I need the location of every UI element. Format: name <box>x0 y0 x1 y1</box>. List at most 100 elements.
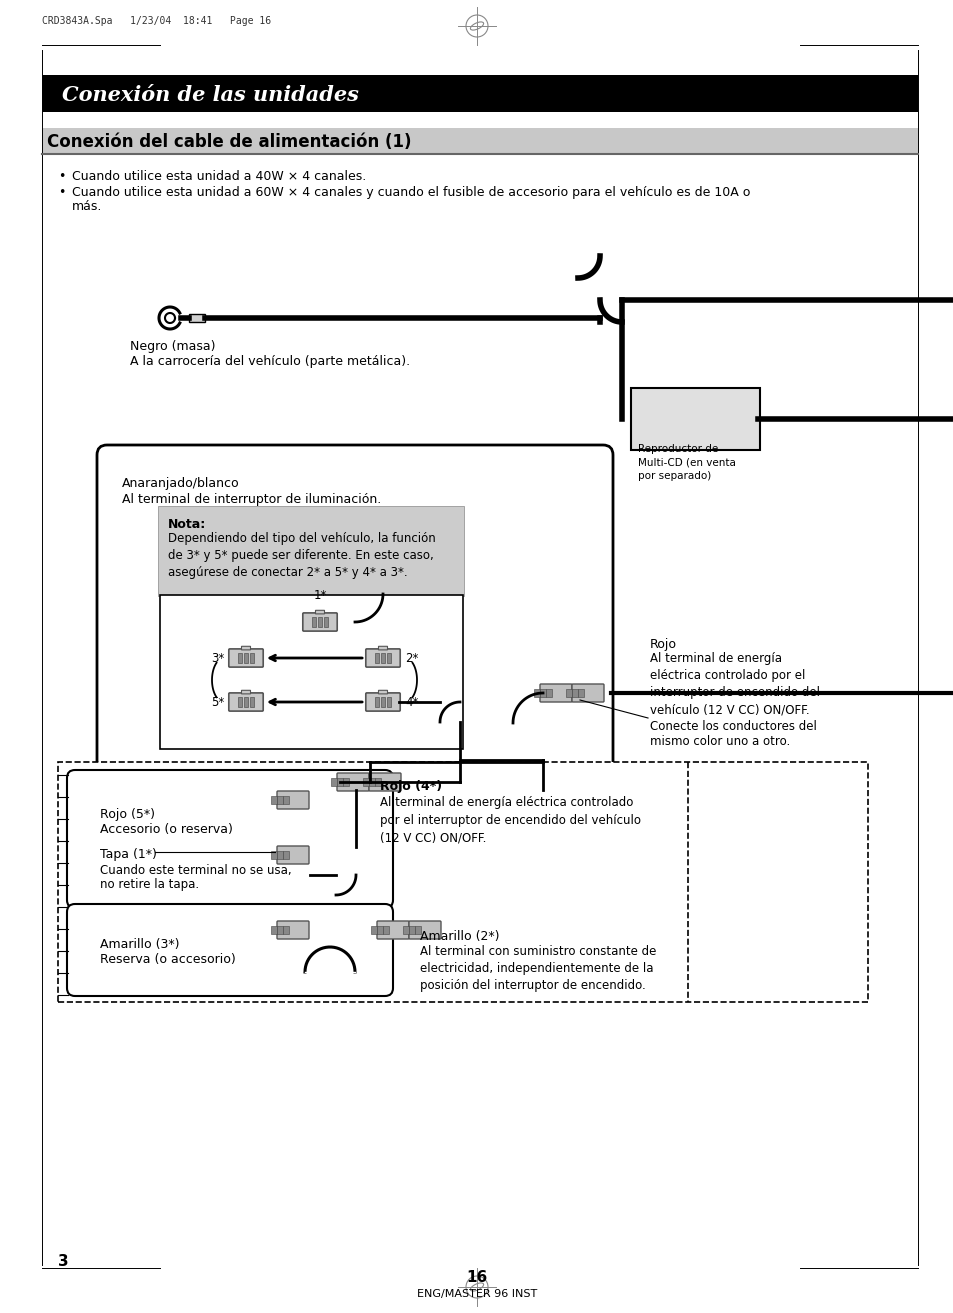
Text: Anaranjado/blanco: Anaranjado/blanco <box>122 477 239 490</box>
FancyBboxPatch shape <box>276 846 309 864</box>
FancyBboxPatch shape <box>336 773 369 790</box>
FancyBboxPatch shape <box>331 779 336 786</box>
FancyBboxPatch shape <box>241 691 251 693</box>
FancyBboxPatch shape <box>271 851 276 859</box>
FancyBboxPatch shape <box>276 926 283 934</box>
FancyBboxPatch shape <box>365 649 399 667</box>
FancyBboxPatch shape <box>241 646 251 650</box>
FancyBboxPatch shape <box>250 653 254 663</box>
FancyBboxPatch shape <box>375 653 378 663</box>
Text: Negro (masa): Negro (masa) <box>130 340 215 353</box>
Text: •: • <box>58 186 66 200</box>
FancyBboxPatch shape <box>369 773 400 790</box>
FancyBboxPatch shape <box>250 697 254 706</box>
FancyBboxPatch shape <box>283 851 289 859</box>
Text: Conecte los conductores del: Conecte los conductores del <box>649 720 816 733</box>
Text: Cuando este terminal no se usa,: Cuando este terminal no se usa, <box>100 864 292 877</box>
Text: más.: más. <box>71 200 102 213</box>
FancyBboxPatch shape <box>276 796 283 804</box>
Text: Nota:: Nota: <box>168 519 206 530</box>
FancyBboxPatch shape <box>376 920 409 939</box>
FancyBboxPatch shape <box>97 445 613 772</box>
FancyBboxPatch shape <box>409 926 415 934</box>
Text: 1*: 1* <box>313 590 326 601</box>
Text: A la carrocería del vehículo (parte metálica).: A la carrocería del vehículo (parte metá… <box>130 355 410 368</box>
FancyBboxPatch shape <box>317 617 322 628</box>
FancyBboxPatch shape <box>324 617 328 628</box>
FancyBboxPatch shape <box>67 769 393 909</box>
FancyBboxPatch shape <box>565 689 572 697</box>
Text: 4*: 4* <box>405 696 418 709</box>
FancyBboxPatch shape <box>42 75 917 112</box>
Text: Dependiendo del tipo del vehículo, la función
de 3* y 5* puede ser diferente. En: Dependiendo del tipo del vehículo, la fu… <box>168 532 436 579</box>
Text: Reserva (o accesorio): Reserva (o accesorio) <box>100 953 235 966</box>
Text: Tapa (1*): Tapa (1*) <box>100 848 156 861</box>
FancyBboxPatch shape <box>343 779 349 786</box>
FancyBboxPatch shape <box>572 684 603 702</box>
FancyBboxPatch shape <box>378 646 387 650</box>
Text: Accesorio (o reserva): Accesorio (o reserva) <box>100 823 233 836</box>
FancyBboxPatch shape <box>415 926 420 934</box>
FancyBboxPatch shape <box>380 653 385 663</box>
FancyBboxPatch shape <box>539 689 545 697</box>
FancyBboxPatch shape <box>67 903 393 997</box>
FancyBboxPatch shape <box>387 653 391 663</box>
FancyBboxPatch shape <box>276 790 309 809</box>
Text: Conexión de las unidades: Conexión de las unidades <box>62 84 358 105</box>
FancyBboxPatch shape <box>237 697 242 706</box>
FancyBboxPatch shape <box>315 611 324 614</box>
Text: CRD3843A.Spa   1/23/04  18:41   Page 16: CRD3843A.Spa 1/23/04 18:41 Page 16 <box>42 16 271 26</box>
FancyBboxPatch shape <box>382 926 389 934</box>
FancyBboxPatch shape <box>283 796 289 804</box>
Text: Al terminal de interruptor de iluminación.: Al terminal de interruptor de iluminació… <box>122 492 381 506</box>
FancyBboxPatch shape <box>371 926 376 934</box>
Text: Conexión del cable de alimentación (1): Conexión del cable de alimentación (1) <box>47 133 411 151</box>
FancyBboxPatch shape <box>237 653 242 663</box>
Text: Al terminal con suministro constante de
electricidad, independientemente de la
p: Al terminal con suministro constante de … <box>419 945 656 993</box>
FancyBboxPatch shape <box>312 617 315 628</box>
FancyBboxPatch shape <box>387 697 391 706</box>
FancyBboxPatch shape <box>244 697 248 706</box>
FancyBboxPatch shape <box>42 127 917 154</box>
FancyBboxPatch shape <box>229 693 263 712</box>
Text: Cuando utilice esta unidad a 40W × 4 canales.: Cuando utilice esta unidad a 40W × 4 can… <box>71 169 366 183</box>
Text: 2*: 2* <box>405 651 418 664</box>
Text: mismo color uno a otro.: mismo color uno a otro. <box>649 735 789 748</box>
FancyBboxPatch shape <box>539 684 572 702</box>
FancyBboxPatch shape <box>302 613 336 632</box>
FancyBboxPatch shape <box>375 697 378 706</box>
FancyBboxPatch shape <box>271 796 276 804</box>
FancyBboxPatch shape <box>58 762 867 1002</box>
FancyBboxPatch shape <box>630 389 760 450</box>
FancyBboxPatch shape <box>158 506 463 596</box>
FancyBboxPatch shape <box>189 314 205 322</box>
FancyBboxPatch shape <box>378 691 387 693</box>
Text: Amarillo (3*): Amarillo (3*) <box>100 937 179 951</box>
FancyBboxPatch shape <box>402 926 409 934</box>
Text: 16: 16 <box>466 1271 487 1285</box>
FancyBboxPatch shape <box>375 779 380 786</box>
Text: 3*: 3* <box>211 651 224 664</box>
FancyBboxPatch shape <box>380 697 385 706</box>
FancyBboxPatch shape <box>336 779 343 786</box>
FancyBboxPatch shape <box>283 926 289 934</box>
Text: Rojo: Rojo <box>649 638 677 651</box>
FancyBboxPatch shape <box>271 926 276 934</box>
FancyBboxPatch shape <box>369 779 375 786</box>
FancyBboxPatch shape <box>578 689 583 697</box>
Text: •: • <box>58 169 66 183</box>
Text: no retire la tapa.: no retire la tapa. <box>100 878 199 892</box>
FancyBboxPatch shape <box>572 689 578 697</box>
FancyBboxPatch shape <box>229 649 263 667</box>
Text: Cuando utilice esta unidad a 60W × 4 canales y cuando el fusible de accesorio pa: Cuando utilice esta unidad a 60W × 4 can… <box>71 186 750 200</box>
FancyBboxPatch shape <box>409 920 440 939</box>
Text: ENG/MASTER 96 INST: ENG/MASTER 96 INST <box>416 1289 537 1299</box>
Text: Reproductor de
Multi-CD (en venta
por separado): Reproductor de Multi-CD (en venta por se… <box>638 444 735 481</box>
Text: Al terminal de energía eléctrica controlado
por el interruptor de encendido del : Al terminal de energía eléctrica control… <box>379 796 640 844</box>
FancyBboxPatch shape <box>365 693 399 712</box>
Text: Rojo (4*): Rojo (4*) <box>379 780 441 793</box>
Text: Al terminal de energía
eléctrica controlado por el
interruptor de encendido del
: Al terminal de energía eléctrica control… <box>649 653 820 716</box>
FancyBboxPatch shape <box>545 689 552 697</box>
Text: 3: 3 <box>58 1254 69 1270</box>
FancyBboxPatch shape <box>376 926 382 934</box>
